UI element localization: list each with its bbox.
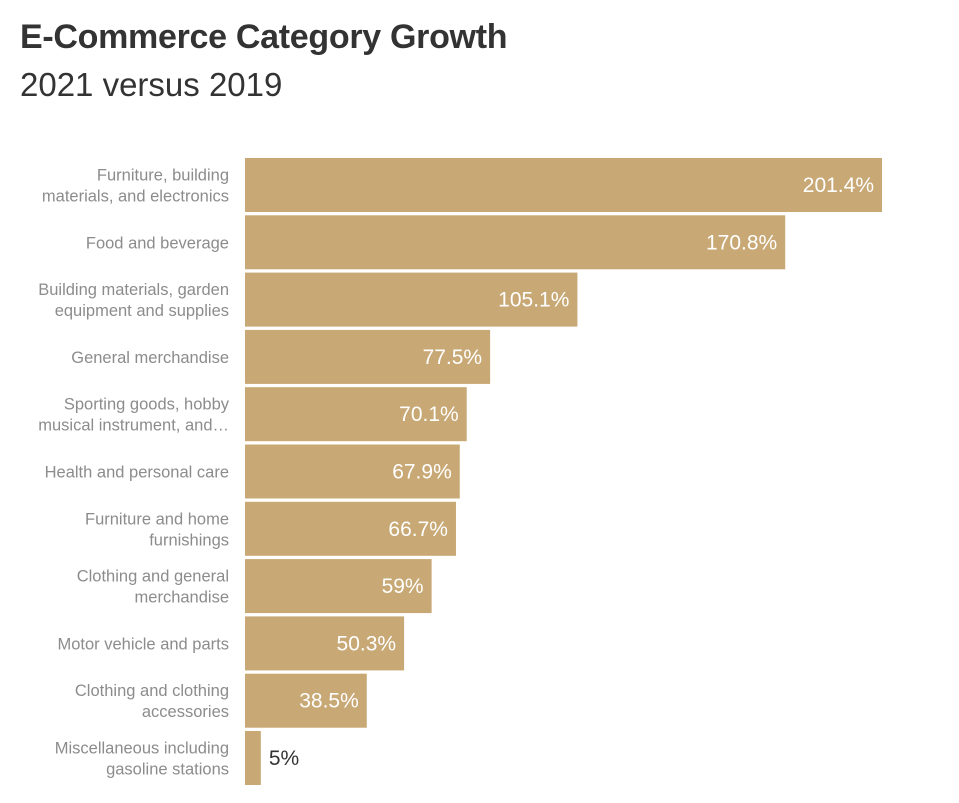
bar [245, 158, 882, 212]
category-label: Building materials, garden equipment and … [38, 281, 229, 320]
bar [245, 215, 786, 270]
category-label: General merchandise [71, 349, 229, 367]
bar [245, 501, 456, 556]
value-label: 67.9% [392, 461, 452, 484]
value-label: 66.7% [388, 518, 448, 541]
value-label: 50.3% [337, 632, 397, 655]
value-label: 5% [269, 747, 299, 770]
value-label: 105.1% [498, 289, 569, 312]
value-label: 38.5% [299, 690, 359, 713]
bar [245, 387, 467, 442]
bar [245, 444, 460, 499]
category-label: Clothing and clothing accessories [75, 682, 229, 721]
bar [245, 616, 405, 671]
category-label: Motor vehicle and parts [57, 635, 229, 653]
chart-title: E-Commerce Category Growth [20, 18, 508, 56]
category-label: Furniture and home furnishings [85, 510, 229, 549]
category-label: Health and personal care [45, 464, 229, 482]
bar [245, 731, 261, 785]
chart-subtitle: 2021 versus 2019 [20, 66, 283, 103]
value-label: 59% [382, 575, 424, 598]
value-label: 77.5% [423, 346, 483, 369]
value-label: 201.4% [803, 174, 874, 197]
category-label: Sporting goods, hobby musical instrument,… [38, 396, 229, 435]
bar [245, 559, 432, 614]
category-label: Furniture, building materials, and electr… [42, 167, 229, 206]
category-label: Food and beverage [86, 234, 229, 252]
value-label: 70.1% [399, 403, 459, 426]
category-label: Clothing and general merchandise [77, 568, 229, 607]
bar [245, 673, 367, 728]
category-label: Miscellaneous including gasoline stations [55, 740, 229, 779]
value-label: 170.8% [706, 231, 777, 254]
bar [245, 329, 491, 384]
bar [245, 272, 578, 327]
